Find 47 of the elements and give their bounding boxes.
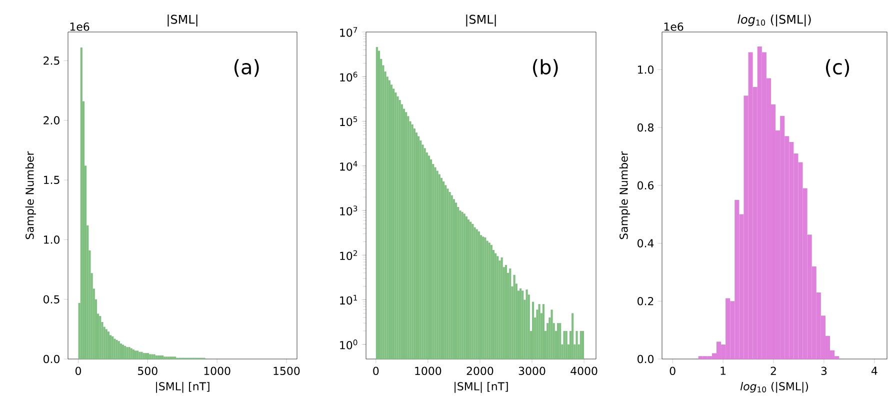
x-tick-label: 0 xyxy=(373,366,379,376)
chart-title: |SML| xyxy=(466,14,496,26)
y-tick-label: 0.4 xyxy=(638,239,654,248)
x-tick-label: 3000 xyxy=(518,366,546,376)
y-tick-label: 1.5 xyxy=(44,176,60,184)
x-tick-label: 3 xyxy=(821,366,827,376)
x-tick-label: 4000 xyxy=(570,366,598,376)
y-tick-label: 0.0 xyxy=(638,354,654,364)
y-tick-label: 1.0 xyxy=(638,65,654,74)
y-tick-label: 0.8 xyxy=(638,123,654,132)
y-tick-label: 10$^{5}$ xyxy=(340,116,358,126)
y-tick-label: 1.0 xyxy=(44,236,60,244)
annotation: (c) xyxy=(826,59,850,77)
y-tick-label: 10$^{0}$ xyxy=(340,339,358,350)
y-tick-label: 10$^{4}$ xyxy=(340,161,358,171)
x-tick-label: 4 xyxy=(871,366,878,375)
x-tick-label: 1500 xyxy=(274,366,300,376)
x-axis-title: |SML| [nT] xyxy=(454,382,508,393)
y-tick-label: 2.5 xyxy=(44,56,60,65)
text: 1e6 xyxy=(70,22,90,31)
x-tick-label: 1 xyxy=(720,366,726,375)
y-axis-title: Sample Number xyxy=(25,151,36,240)
x-axis-title: |SML| [nT] xyxy=(156,382,210,393)
annotation: (a) xyxy=(234,59,259,77)
x-axis-title: log$_{10}$ (|SML|) xyxy=(740,382,808,393)
y-tick-label: 10$^{7}$ xyxy=(340,27,358,37)
y-tick-label: 0.2 xyxy=(638,296,654,306)
x-tick-label: 2 xyxy=(770,366,776,375)
x-tick-label: 0 xyxy=(76,366,82,376)
y-tick-label: 10$^{6}$ xyxy=(340,72,358,82)
chart-title: log$_{10}$ (|SML|) xyxy=(738,14,811,26)
x-tick-label: 1000 xyxy=(415,366,442,376)
x-tick-label: 500 xyxy=(138,366,158,376)
y-axis-title: Sample Number xyxy=(619,151,630,240)
y-tick-label: 0.0 xyxy=(44,354,60,364)
x-tick-label: 0 xyxy=(670,366,676,376)
y-tick-label: 10$^{2}$ xyxy=(340,250,357,260)
x-tick-label: 2000 xyxy=(466,366,494,376)
y-tick-label: 10$^{3}$ xyxy=(340,206,358,216)
text: 1e6 xyxy=(664,22,684,31)
y-tick-label: 2.0 xyxy=(44,116,60,124)
y-tick-label: 0.5 xyxy=(44,295,60,304)
annotation: (b) xyxy=(533,59,558,77)
chart-title: |SML| xyxy=(168,14,198,26)
y-tick-label: 10$^{1}$ xyxy=(340,294,358,305)
y-tick-label: 0.6 xyxy=(638,181,654,190)
x-tick-label: 1000 xyxy=(204,366,230,376)
